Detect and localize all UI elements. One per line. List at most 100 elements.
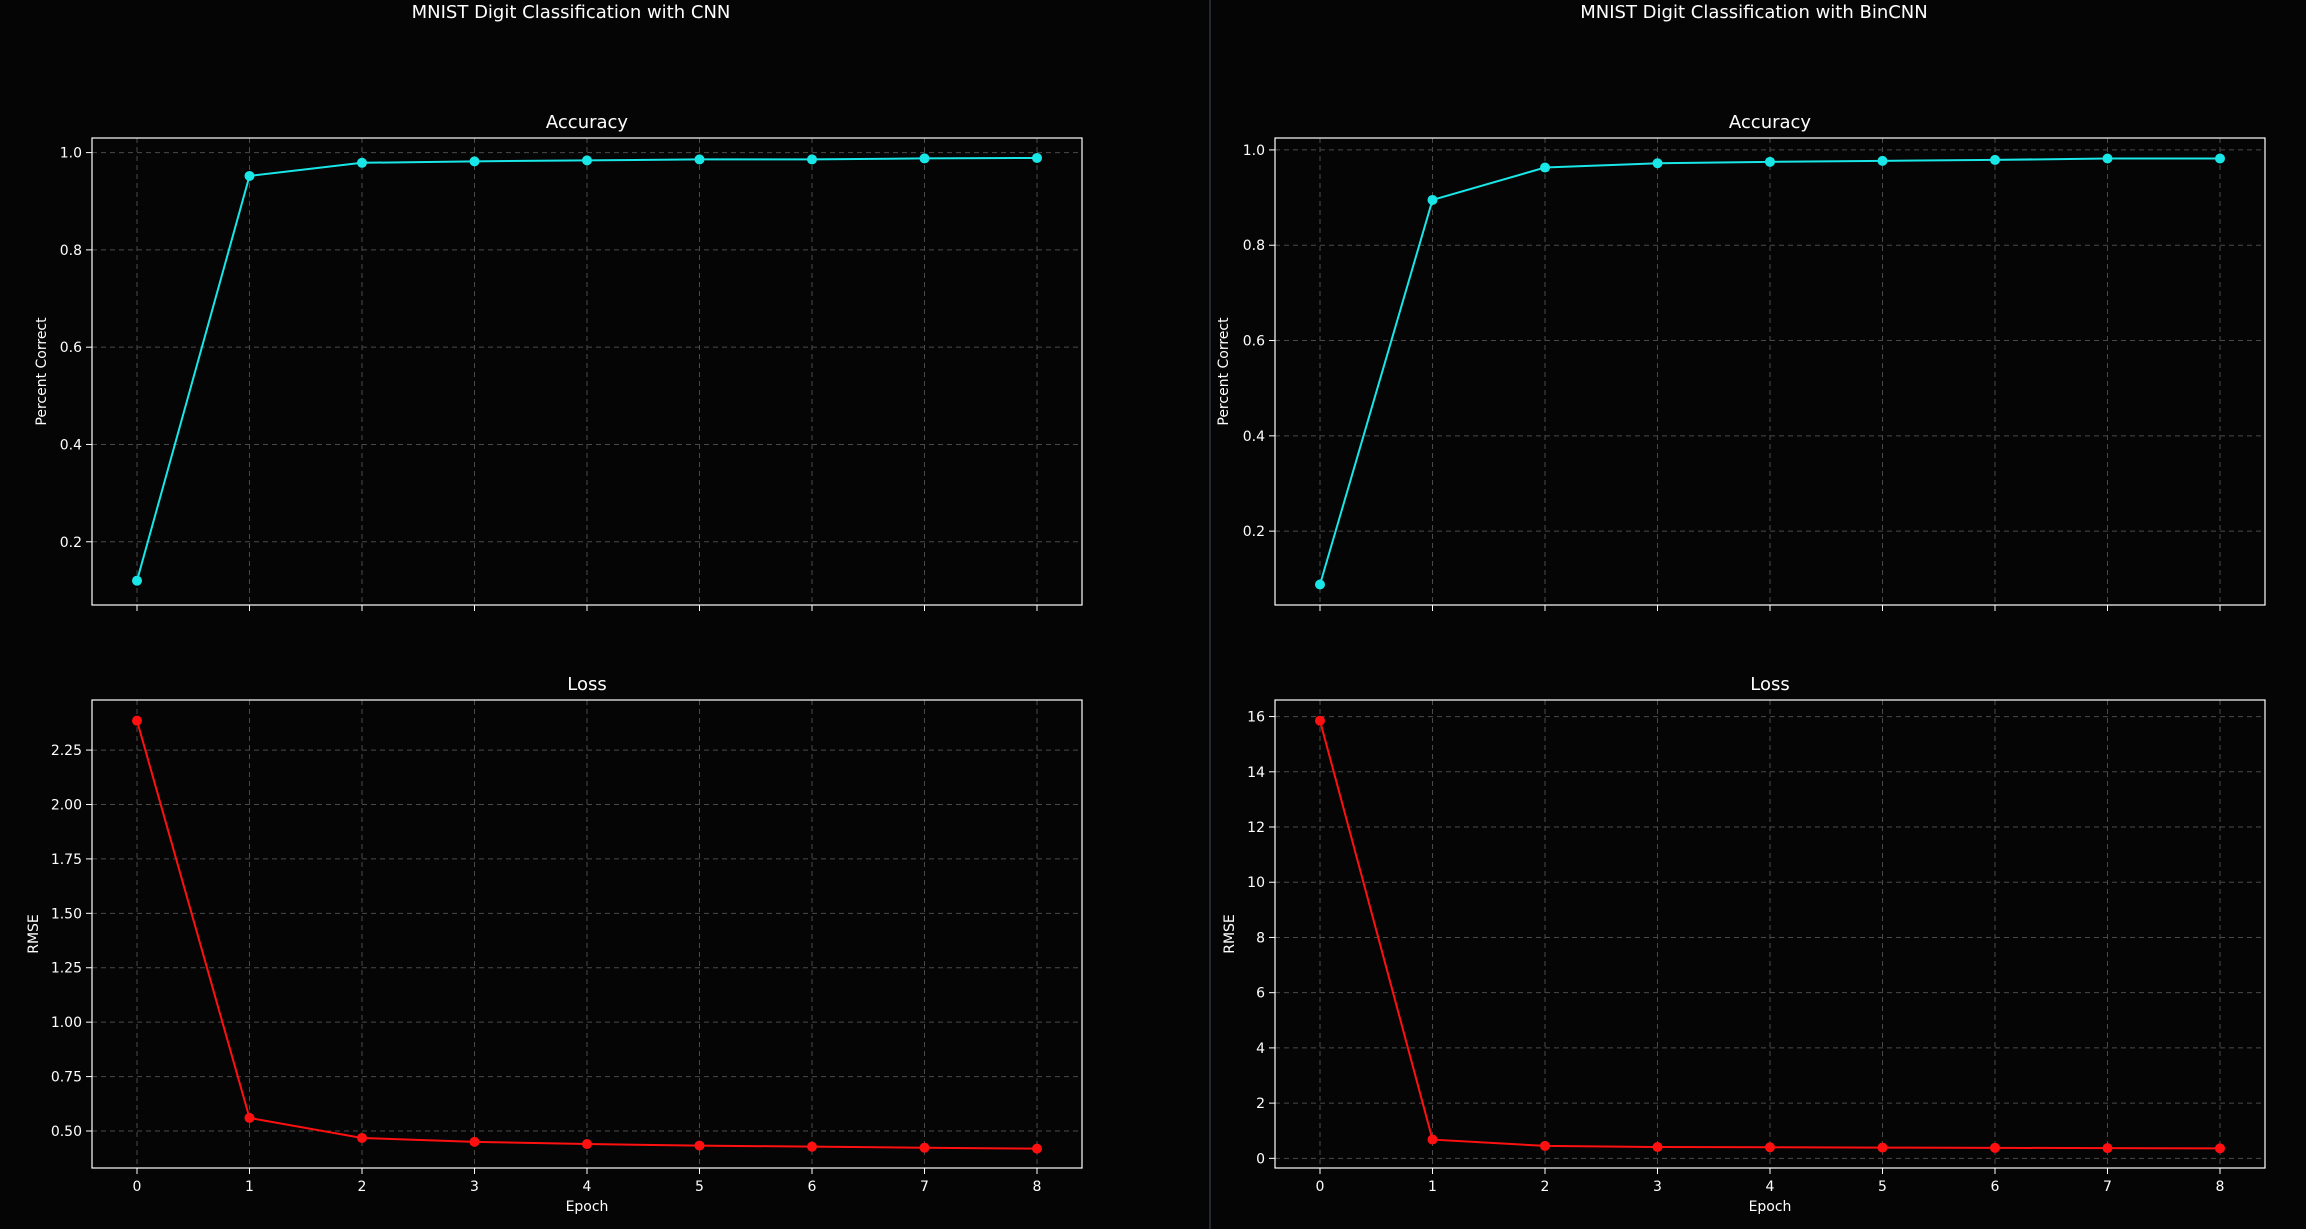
cnn-loss-ytick-label: 2.00	[51, 797, 82, 813]
bincnn-accuracy-ytick-label: 0.4	[1243, 429, 1265, 445]
cnn-loss-grid	[92, 700, 1082, 1168]
cnn-accuracy-point-2	[357, 157, 367, 168]
cnn-accuracy-ytick-label: 0.8	[60, 243, 82, 259]
bincnn-loss-xtick-label: 8	[2216, 1179, 2225, 1195]
cnn-loss-xlabel: Epoch	[566, 1199, 609, 1215]
bincnn-loss-ytick-label: 14	[1247, 765, 1265, 781]
cnn-loss-xtick-label: 3	[470, 1179, 479, 1195]
cnn-loss-title: Loss	[567, 674, 606, 695]
bincnn-loss-point-7	[2102, 1143, 2113, 1154]
bincnn-loss-point-8	[2215, 1143, 2225, 1154]
bincnn-accuracy-point-2	[1540, 162, 1550, 173]
bincnn-accuracy-grid	[1275, 138, 2265, 605]
cnn-accuracy-series	[132, 152, 1042, 586]
bincnn-loss-ytick-label: 2	[1256, 1096, 1265, 1112]
bincnn-loss-ytick-label: 10	[1247, 875, 1265, 891]
bincnn-accuracy-ticks: 0.2 0.4 0.6 0.8 1.0	[1243, 143, 2221, 611]
cnn-loss-xtick-label: 8	[1033, 1179, 1042, 1195]
bincnn-loss-point-0	[1315, 715, 1325, 726]
bincnn-loss-xtick-label: 2	[1541, 1179, 1550, 1195]
bincnn-accuracy-title: Accuracy	[1729, 112, 1812, 133]
cnn-loss-point-5	[694, 1140, 705, 1151]
bincnn-loss-ytick-label: 12	[1247, 820, 1265, 836]
cnn-loss-point-2	[357, 1132, 367, 1143]
bincnn-loss-xtick-label: 0	[1316, 1179, 1325, 1195]
bincnn-loss-xtick-label: 1	[1428, 1179, 1437, 1195]
bincnn-accuracy-ytick-label: 0.2	[1243, 524, 1265, 540]
cnn-loss-ytick-label: 1.75	[51, 852, 82, 868]
cnn-accuracy-ytick-label: 0.4	[60, 437, 82, 453]
cnn-loss-point-1	[244, 1112, 255, 1123]
cnn-accuracy-ytick-label: 0.6	[60, 340, 82, 356]
cnn-loss-chart: Loss RMSE Epoch 0 1 2 3 4 5 6 7 8 0.50 0.75 1.00 1.2…	[26, 674, 1083, 1215]
cnn-loss-ylabel: RMSE	[26, 914, 42, 954]
bincnn-loss-xtick-label: 6	[1991, 1179, 2000, 1195]
bincnn-loss-xlabel: Epoch	[1749, 1199, 1792, 1215]
bincnn-loss-point-4	[1765, 1142, 1775, 1153]
cnn-loss-ytick-label: 1.00	[51, 1015, 82, 1031]
bincnn-loss-ytick-label: 6	[1256, 986, 1265, 1002]
bincnn-loss-ytick-label: 0	[1256, 1151, 1265, 1167]
bincnn-loss-xtick-label: 7	[2103, 1179, 2112, 1195]
bincnn-accuracy-ylabel: Percent Correct	[1216, 317, 1232, 426]
cnn-accuracy-point-4	[582, 155, 592, 166]
cnn-loss-xtick-label: 4	[583, 1179, 592, 1195]
cnn-loss-point-3	[469, 1136, 480, 1147]
cnn-loss-point-0	[132, 715, 142, 726]
bincnn-accuracy-point-5	[1877, 155, 1888, 166]
bincnn-loss-xtick-label: 4	[1766, 1179, 1775, 1195]
bincnn-accuracy-point-6	[1990, 154, 2000, 165]
bincnn-accuracy-chart: Accuracy Percent Correct 0.2 0.4 0.6 0.8 1.0	[1216, 112, 2266, 611]
cnn-loss-point-8	[1032, 1143, 1042, 1154]
cnn-loss-xtick-label: 6	[808, 1179, 817, 1195]
cnn-accuracy-point-3	[469, 156, 480, 167]
panel-title-cnn: MNIST Digit Classification with CNN	[412, 2, 731, 23]
cnn-loss-point-7	[919, 1142, 930, 1153]
cnn-accuracy-point-8	[1032, 152, 1042, 163]
bincnn-accuracy-series	[1315, 153, 2225, 590]
cnn-accuracy-point-0	[132, 575, 142, 586]
bincnn-loss-ylabel: RMSE	[1222, 914, 1238, 954]
bincnn-accuracy-point-4	[1765, 156, 1775, 167]
bincnn-accuracy-point-1	[1427, 194, 1438, 205]
bincnn-accuracy-point-7	[2102, 153, 2113, 164]
bincnn-loss-title: Loss	[1750, 674, 1789, 695]
cnn-accuracy-point-7	[919, 153, 930, 164]
cnn-loss-ytick-label: 0.50	[51, 1124, 82, 1140]
cnn-accuracy-ticks: 0.2 0.4 0.6 0.8 1.0	[60, 146, 1038, 611]
bincnn-accuracy-ytick-label: 0.6	[1243, 334, 1265, 350]
cnn-loss-xtick-label: 1	[245, 1179, 254, 1195]
bincnn-loss-grid	[1275, 700, 2265, 1168]
cnn-accuracy-point-1	[244, 170, 255, 181]
cnn-loss-point-6	[807, 1141, 817, 1152]
cnn-loss-ytick-label: 1.25	[51, 961, 82, 977]
cnn-loss-ytick-label: 2.25	[51, 743, 82, 759]
cnn-accuracy-point-5	[694, 154, 705, 165]
cnn-accuracy-ylabel: Percent Correct	[34, 317, 50, 426]
bincnn-loss-series	[1315, 715, 2225, 1154]
cnn-loss-series	[132, 715, 1042, 1154]
bincnn-accuracy-point-0	[1315, 579, 1325, 590]
cnn-loss-xtick-label: 2	[358, 1179, 367, 1195]
bincnn-loss-ytick-label: 16	[1247, 710, 1265, 726]
panel-title-bincnn: MNIST Digit Classification with BinCNN	[1580, 2, 1928, 23]
bincnn-loss-ytick-label: 8	[1256, 930, 1265, 946]
bincnn-accuracy-point-8	[2215, 153, 2225, 164]
bincnn-loss-point-5	[1877, 1142, 1888, 1153]
bincnn-loss-ytick-label: 4	[1256, 1041, 1265, 1057]
bincnn-loss-point-3	[1652, 1142, 1663, 1153]
cnn-loss-ticks: 0 1 2 3 4 5 6 7 8 0.50 0.75 1.00 1.25 1.50 1.75 2.00 2.2…	[51, 743, 1042, 1195]
bincnn-loss-point-1	[1427, 1134, 1438, 1145]
cnn-accuracy-ytick-label: 1.0	[60, 146, 82, 162]
cnn-accuracy-point-6	[807, 154, 817, 165]
cnn-accuracy-ytick-label: 0.2	[60, 535, 82, 551]
cnn-loss-ytick-label: 0.75	[51, 1070, 82, 1086]
cnn-loss-point-4	[582, 1139, 592, 1150]
cnn-loss-xtick-label: 7	[920, 1179, 929, 1195]
bincnn-loss-xtick-label: 3	[1653, 1179, 1662, 1195]
cnn-loss-xtick-label: 5	[695, 1179, 704, 1195]
